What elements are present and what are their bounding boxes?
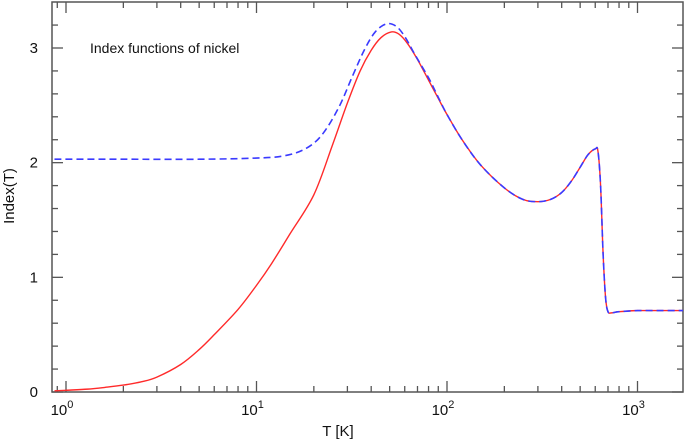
x-tick-label: 100: [51, 399, 74, 419]
y-tick-label: 0: [30, 384, 38, 401]
x-tick-label: 102: [432, 399, 455, 419]
y-axis-tick-labels: 0 1 2 3: [30, 40, 38, 401]
x-axis-tick-labels: 100 101 102 103: [51, 399, 645, 419]
y-tick-label: 2: [30, 155, 38, 172]
x-axis-title: T [K]: [322, 423, 353, 440]
x-tick-label: 101: [241, 399, 264, 419]
x-tick-label: 103: [622, 399, 645, 419]
series-index-solid: [54, 31, 683, 392]
y-tick-label: 3: [30, 40, 38, 57]
plot-frame: [51, 1, 684, 393]
plot-border: [51, 1, 684, 393]
y-axis-ticks: [52, 24, 683, 393]
x-axis-ticks: [56, 2, 639, 392]
chart-annotation: Index functions of nickel: [90, 40, 239, 56]
y-axis-title: Index(T): [1, 168, 18, 224]
series-layer: [54, 22, 683, 392]
series-index-dashed: [54, 22, 683, 315]
y-tick-label: 1: [30, 269, 38, 286]
